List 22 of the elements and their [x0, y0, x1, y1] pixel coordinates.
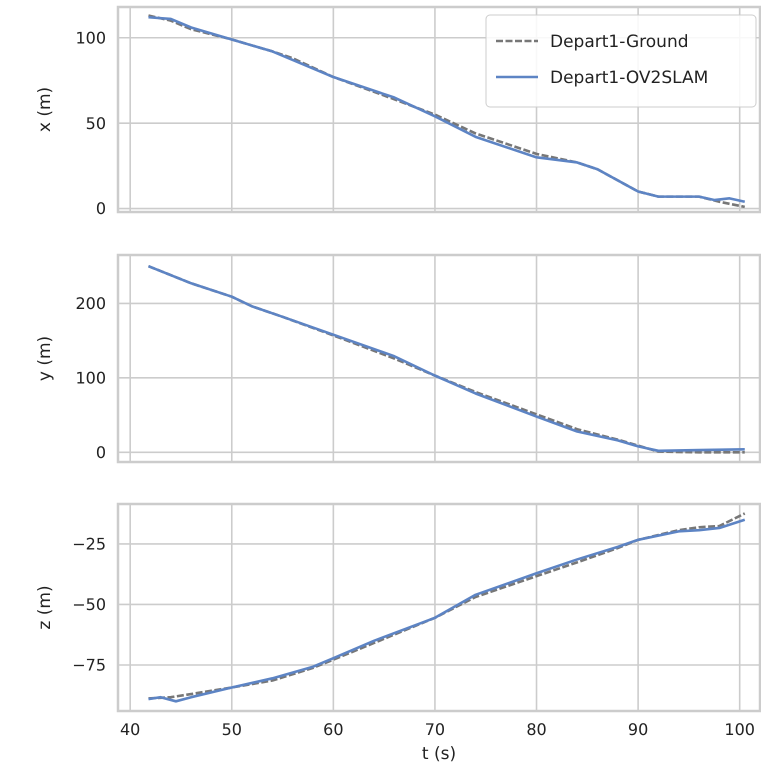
- x-tick-label: 70: [424, 720, 446, 739]
- legend-label: Depart1-OV2SLAM: [550, 68, 708, 88]
- x-axis-title: t (s): [422, 744, 456, 764]
- x-tick-label: 60: [323, 720, 344, 739]
- y-tick-label: 100: [75, 28, 106, 48]
- x-tick-label: 100: [724, 720, 755, 739]
- x-tick-label: 40: [120, 720, 140, 739]
- y-axis-title: z (m): [35, 585, 55, 630]
- y-tick-label: 50: [86, 114, 106, 133]
- y-tick-label: −75: [72, 656, 106, 675]
- x-tick-label: 80: [526, 720, 547, 739]
- x-tick-label: 50: [222, 720, 242, 739]
- y-tick-label: −50: [72, 595, 106, 614]
- y-axis-title: y (m): [35, 336, 55, 382]
- y-tick-label: 0: [96, 199, 106, 218]
- y-tick-label: 100: [75, 368, 106, 388]
- x-tick-label: 90: [628, 720, 648, 739]
- y-axis-title: x (m): [35, 86, 55, 132]
- y-tick-label: 200: [75, 294, 106, 313]
- y-tick-label: −25: [72, 534, 106, 554]
- y-tick-label: 0: [96, 442, 106, 462]
- legend-label: Depart1-Ground: [550, 32, 689, 52]
